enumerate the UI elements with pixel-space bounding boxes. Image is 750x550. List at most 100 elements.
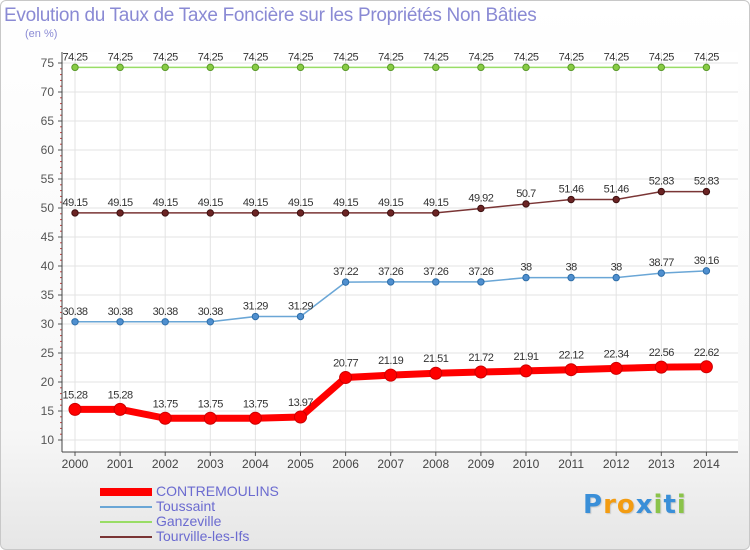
y-tick-label: 25 <box>41 346 55 360</box>
data-point-toussaint <box>206 318 215 326</box>
data-point-tourville-les-ifs <box>432 209 440 217</box>
data-label-toussaint: 37.22 <box>333 266 358 278</box>
data-point-tourville-les-ifs <box>116 209 124 217</box>
data-label-ganzeville: 74.25 <box>513 51 538 63</box>
data-point-ganzeville <box>161 63 169 72</box>
y-tick-label: 50 <box>41 201 55 215</box>
data-point-toussaint <box>522 273 530 282</box>
legend-item: Ganzeville <box>100 514 279 529</box>
legend-label: Ganzeville <box>156 513 222 529</box>
proxiti-logo: Proxiti <box>583 490 687 520</box>
legend-item: Toussaint <box>100 499 279 514</box>
data-point-toussaint <box>702 267 711 275</box>
data-point-ganzeville <box>567 63 575 72</box>
data-label-contremoulins: 20.77 <box>333 358 358 370</box>
data-point-contremoulins <box>339 371 353 385</box>
data-label-toussaint: 30.38 <box>108 306 133 318</box>
y-tick-label: 15 <box>41 404 55 418</box>
data-label-contremoulins: 15.28 <box>108 389 133 401</box>
data-point-tourville-les-ifs <box>341 209 350 217</box>
data-point-contremoulins <box>68 402 82 416</box>
data-point-ganzeville <box>522 63 530 72</box>
data-label-toussaint: 38 <box>565 262 577 274</box>
legend-label: CONTREMOULINS <box>156 483 279 499</box>
data-label-toussaint: 38.77 <box>649 257 674 269</box>
legend-item: CONTREMOULINS <box>100 484 279 499</box>
data-label-ganzeville: 74.25 <box>694 51 719 63</box>
data-label-ganzeville: 74.25 <box>604 51 629 63</box>
data-label-tourville-les-ifs: 49.15 <box>333 197 358 209</box>
data-point-toussaint <box>612 273 620 282</box>
data-point-tourville-les-ifs <box>206 209 215 217</box>
data-label-contremoulins: 22.12 <box>559 350 584 362</box>
data-point-contremoulins <box>429 366 443 380</box>
y-tick-label: 70 <box>41 85 55 99</box>
x-tick-label: 2000 <box>62 457 89 471</box>
data-point-ganzeville <box>657 63 665 72</box>
data-label-toussaint: 37.26 <box>423 266 448 278</box>
y-tick-label: 35 <box>41 288 55 302</box>
legend-label: Tourville-les-Ifs <box>156 528 250 544</box>
data-label-ganzeville: 74.25 <box>108 51 133 63</box>
data-point-ganzeville <box>702 63 711 72</box>
data-label-contremoulins: 13.75 <box>153 398 178 410</box>
data-point-contremoulins <box>113 402 127 416</box>
data-label-contremoulins: 22.56 <box>649 347 674 359</box>
data-label-ganzeville: 74.25 <box>333 51 358 63</box>
data-label-toussaint: 31.29 <box>288 301 313 313</box>
data-label-toussaint: 30.38 <box>153 306 178 318</box>
data-point-toussaint <box>657 269 665 277</box>
legend-swatch-contremoulins <box>100 487 152 496</box>
data-label-toussaint: 37.26 <box>468 266 493 278</box>
data-point-ganzeville <box>432 63 440 72</box>
data-point-tourville-les-ifs <box>71 209 79 217</box>
x-tick-label: 2008 <box>422 457 449 471</box>
data-label-tourville-les-ifs: 51.46 <box>559 184 584 196</box>
data-point-contremoulins <box>248 411 262 425</box>
data-point-toussaint <box>341 278 350 286</box>
data-label-tourville-les-ifs: 49.15 <box>153 197 178 209</box>
data-point-tourville-les-ifs <box>161 209 169 217</box>
legend-swatch-ganzeville <box>100 520 152 523</box>
data-label-ganzeville: 74.25 <box>423 51 448 63</box>
y-axis-unit-label: (en %) <box>25 28 58 40</box>
data-point-toussaint <box>161 318 169 326</box>
x-tick-label: 2014 <box>693 457 720 471</box>
legend: CONTREMOULINS Toussaint Ganzeville Tourv… <box>100 484 279 544</box>
data-label-ganzeville: 74.25 <box>288 51 313 63</box>
data-label-toussaint: 37.26 <box>378 266 403 278</box>
legend-label: Toussaint <box>156 498 216 514</box>
y-tick-label: 65 <box>41 114 55 128</box>
x-tick-label: 2009 <box>468 457 495 471</box>
data-point-contremoulins <box>609 361 623 375</box>
data-point-ganzeville <box>341 63 350 72</box>
x-tick-label: 2003 <box>197 457 224 471</box>
data-point-contremoulins <box>384 368 398 382</box>
x-tick-label: 2006 <box>332 457 359 471</box>
data-point-tourville-les-ifs <box>657 187 665 196</box>
data-label-contremoulins: 21.19 <box>378 355 403 367</box>
data-label-toussaint: 39.16 <box>694 255 719 267</box>
data-point-tourville-les-ifs <box>522 200 530 208</box>
data-point-ganzeville <box>612 63 620 72</box>
data-point-contremoulins <box>474 365 488 379</box>
data-label-ganzeville: 74.25 <box>198 51 223 63</box>
y-tick-label: 10 <box>41 433 55 447</box>
x-tick-label: 2013 <box>648 457 675 471</box>
data-point-ganzeville <box>387 63 395 72</box>
data-point-tourville-les-ifs <box>387 209 395 217</box>
data-label-toussaint: 30.38 <box>198 306 223 318</box>
data-point-toussaint <box>71 318 79 326</box>
data-point-ganzeville <box>477 63 485 72</box>
data-point-contremoulins <box>294 410 307 424</box>
y-tick-label: 60 <box>41 143 55 157</box>
data-point-toussaint <box>477 278 485 286</box>
data-point-contremoulins <box>699 360 713 374</box>
y-tick-label: 20 <box>41 375 55 389</box>
data-label-toussaint: 38 <box>520 262 532 274</box>
data-label-tourville-les-ifs: 49.92 <box>468 192 493 204</box>
data-label-ganzeville: 74.25 <box>378 51 403 63</box>
data-label-tourville-les-ifs: 52.83 <box>694 176 719 188</box>
x-tick-label: 2001 <box>107 457 134 471</box>
data-point-tourville-les-ifs <box>612 195 620 204</box>
